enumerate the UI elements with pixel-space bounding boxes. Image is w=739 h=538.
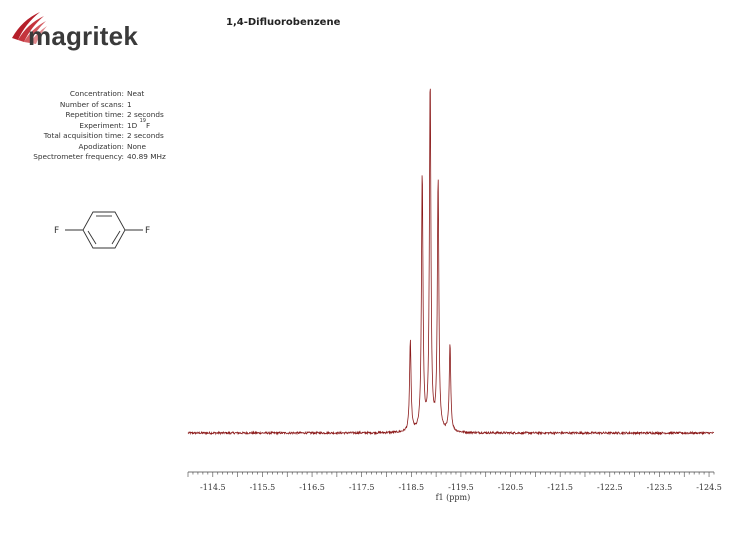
x-tick-label: -118.5 (398, 483, 424, 492)
param-apodization: Apodization: None (0, 142, 250, 153)
param-value: 2 seconds (127, 110, 164, 119)
x-tick-label: -123.5 (647, 483, 673, 492)
param-label: Experiment: (79, 120, 124, 130)
isotope-superscript: 19 (139, 118, 146, 125)
acquisition-parameters: Concentration: Neat Number of scans: 1 R… (0, 89, 250, 163)
fluorine-atom-right: F (145, 226, 150, 236)
x-tick-label: -115.5 (250, 483, 276, 492)
param-experiment: Experiment: 1D 19F (0, 118, 250, 132)
param-value: 2 seconds (127, 131, 164, 140)
spectrum-title: 1,4-Difluorobenzene (226, 17, 341, 28)
x-tick-label: -114.5 (200, 483, 226, 492)
param-frequency: Spectrometer frequency: 40.89 MHz (0, 152, 250, 163)
spectrum-trace (187, 88, 715, 436)
difluorobenzene-structure: F F (54, 211, 150, 249)
param-value: 1D 19F (127, 118, 151, 130)
x-tick-label: -121.5 (547, 483, 573, 492)
x-tick-label: -119.5 (448, 483, 474, 492)
param-label: Spectrometer frequency: (33, 152, 124, 161)
fluorine-atom-left: F (54, 226, 59, 236)
x-axis-label: f1 (ppm) (436, 493, 471, 502)
x-tick-label: -120.5 (498, 483, 524, 492)
param-concentration: Concentration: Neat (0, 89, 250, 100)
x-tick-label: -122.5 (597, 483, 623, 492)
param-label: Number of scans: (59, 99, 124, 109)
param-acq-time: Total acquisition time: 2 seconds (0, 131, 250, 142)
brand-name: magritek (28, 21, 138, 51)
param-label: Repetition time: (65, 110, 124, 119)
param-label: Concentration: (69, 89, 124, 98)
param-repetition: Repetition time: 2 seconds (0, 110, 250, 121)
param-scans: Number of scans: 1 (0, 100, 250, 111)
param-value: Neat (127, 89, 145, 98)
param-value: None (127, 141, 147, 151)
magritek-logo (12, 12, 47, 44)
param-value: 40.89 MHz (127, 152, 166, 161)
x-tick-label: -117.5 (349, 483, 375, 492)
x-axis-ticks: -114.5 -115.5 -116.5 -117.5 -118.5 -119.5 -120… (187, 472, 722, 492)
param-label: Total acquisition time: (43, 131, 124, 140)
logo-swoosh-icon (12, 12, 47, 44)
param-value: 1 (127, 99, 132, 109)
x-tick-label: -124.5 (696, 483, 722, 492)
x-tick-label: -116.5 (299, 483, 325, 492)
param-label: Apodization: (78, 141, 125, 151)
